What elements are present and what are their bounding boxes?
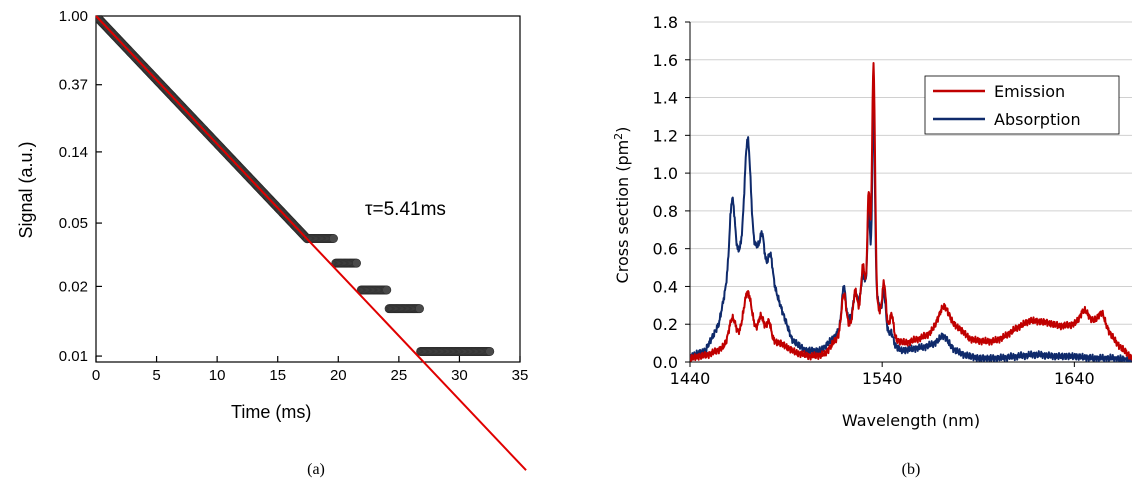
panel-b-y-tick-label: 0.2 — [653, 315, 678, 334]
panel-b-y-tick-label: 0.0 — [653, 353, 678, 372]
panel-a-x-tick-label: 0 — [92, 367, 100, 384]
panel-b-y-tick-label: 1.2 — [653, 126, 678, 145]
panel-b-x-tick-label: 1440 — [670, 369, 711, 388]
panel-b-y-tick-label: 0.4 — [653, 277, 678, 296]
panel-b-x-tick-label: 1540 — [862, 369, 903, 388]
panel-b-legend: Emission Absorption — [924, 75, 1120, 135]
series-line-emission — [690, 62, 1132, 362]
panel-b-y-axis-label-text: Cross section (pm — [613, 140, 632, 284]
panel-a-y-axis-label: Signal (a.u.) — [16, 141, 36, 238]
panel-a-y-tick-label: 0.05 — [59, 215, 88, 232]
panel-b-y-tick-label: 1.6 — [653, 51, 678, 70]
panel-a-y-tick-label: 0.02 — [59, 278, 88, 295]
panel-b-y-axis-label-superscript: 2 — [612, 133, 625, 140]
panel-a-x-tick-label: 30 — [451, 367, 468, 384]
panel-b-y-tick-label: 1.4 — [653, 89, 678, 108]
panel-a-x-tick-label: 10 — [209, 367, 226, 384]
panel-a-fit-line — [95, 15, 527, 471]
panel-a-y-tick-label: 1.00 — [59, 8, 88, 25]
panel-b-ticks: 0.0 0.2 0.4 0.6 0.8 1.0 1.2 1.4 1.6 1.8 1440 1540 16… — [653, 13, 1095, 388]
exponential-fit-line — [95, 15, 527, 471]
panel-b-legend-box — [924, 75, 1120, 135]
decay-data-point — [328, 233, 338, 243]
panel-b-y-tick-label: 0.8 — [653, 202, 678, 221]
panel-b-y-tick-label: 1.0 — [653, 164, 678, 183]
panel-a-decay-chart: 0 5 10 15 20 25 30 35 1.00 0.37 0.14 0.05 0.02 0.01 τ… — [16, 8, 528, 478]
panel-a-plot-frame — [95, 15, 521, 363]
panel-b-y-axis-label-close: ) — [613, 127, 632, 133]
panel-a-x-tick-label: 15 — [269, 367, 286, 384]
decay-data-point — [485, 346, 495, 356]
panel-a-ticks: 0 5 10 15 20 25 30 35 1.00 0.37 0.14 0.05 0.02 0.01 — [59, 8, 529, 384]
panel-b-gridlines — [690, 21, 1132, 325]
panel-b-x-tick-label: 1640 — [1054, 369, 1095, 388]
decay-data-point — [414, 304, 424, 314]
decay-data-point — [351, 258, 361, 268]
panel-a-tau-annotation: τ=5.41ms — [365, 199, 446, 220]
panel-b-y-tick-label: 0.6 — [653, 240, 678, 259]
panel-b-x-axis-label: Wavelength (nm) — [842, 411, 980, 430]
panel-a-x-tick-label: 25 — [391, 367, 408, 384]
panel-a-y-tick-label: 0.01 — [59, 348, 88, 365]
panel-a-x-axis-label: Time (ms) — [231, 402, 311, 422]
panel-a-measured-points — [96, 16, 495, 356]
panel-a-caption-label: (a) — [307, 461, 325, 478]
legend-label-emission: Emission — [994, 82, 1065, 101]
panel-a-x-tick-label: 20 — [330, 367, 347, 384]
panel-b-y-tick-label: 1.8 — [653, 13, 678, 32]
panel-a-y-tick-label: 0.14 — [59, 144, 88, 161]
legend-label-absorption: Absorption — [994, 110, 1081, 129]
panel-a-x-tick-label: 5 — [152, 367, 160, 384]
panel-a-x-tick-label: 35 — [512, 367, 529, 384]
panel-b-cross-section-chart: 0.0 0.2 0.4 0.6 0.8 1.0 1.2 1.4 1.6 1.8 1440 1540 16… — [612, 13, 1132, 478]
decay-data-point — [382, 285, 392, 295]
panel-b-series-lines — [690, 62, 1132, 362]
panel-b-y-axis-label: Cross section (pm2) — [612, 127, 632, 284]
panel-b-caption-label: (b) — [902, 461, 921, 478]
series-line-absorption — [690, 102, 1132, 362]
panel-a-y-tick-label: 0.37 — [59, 77, 88, 94]
